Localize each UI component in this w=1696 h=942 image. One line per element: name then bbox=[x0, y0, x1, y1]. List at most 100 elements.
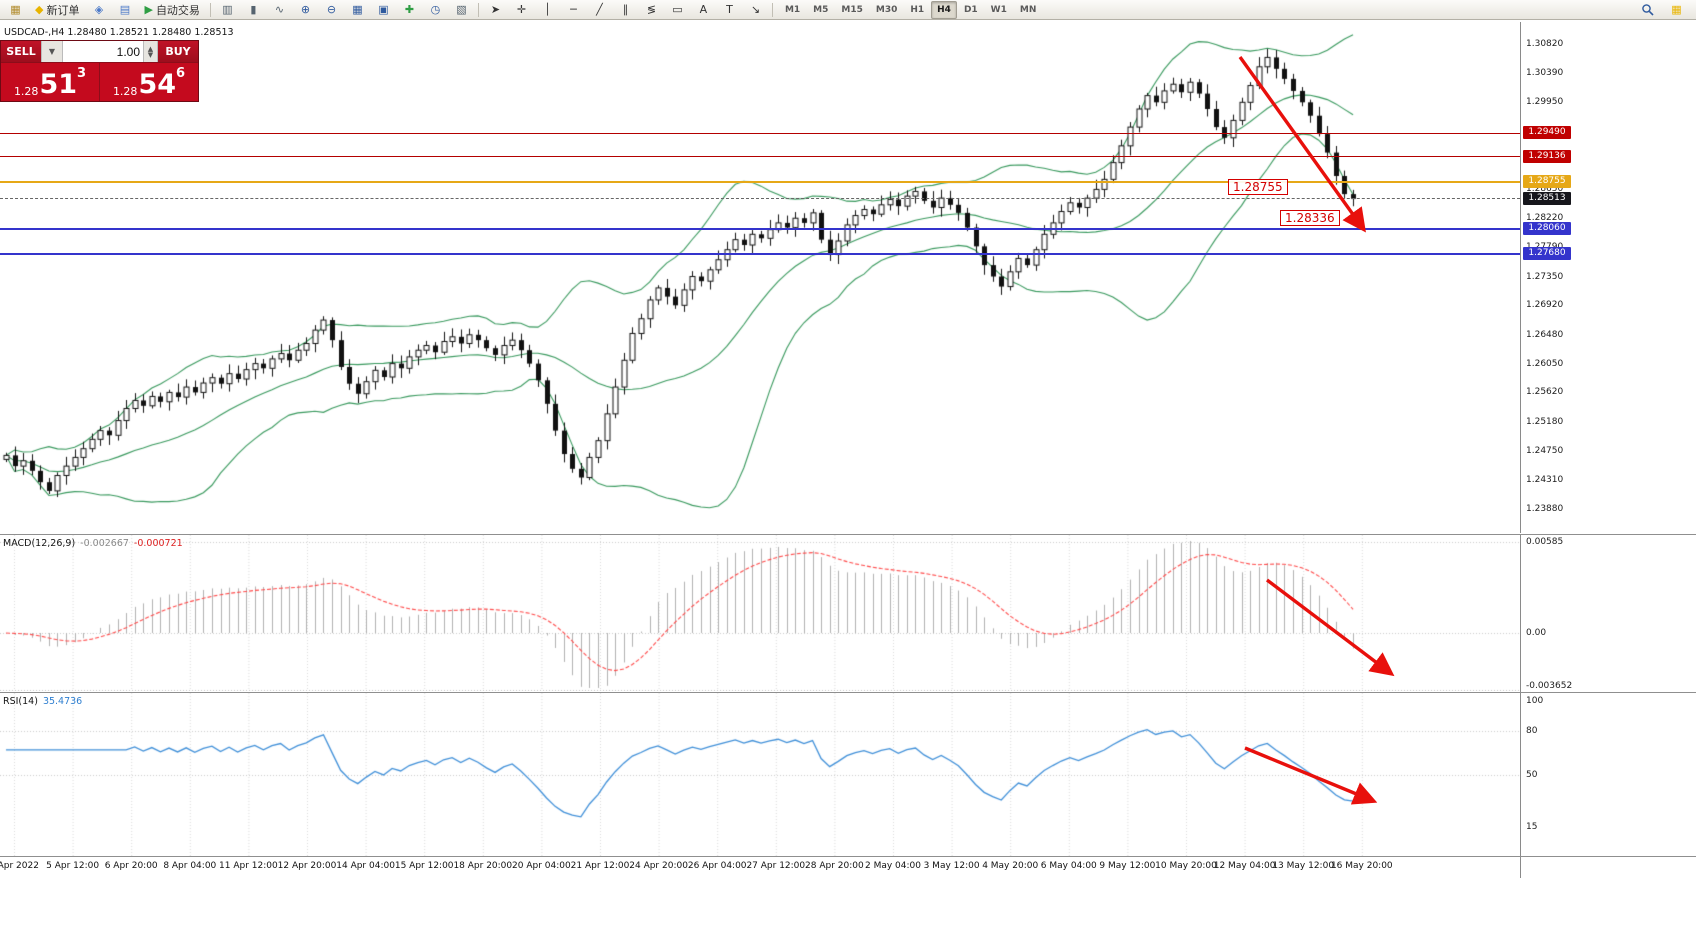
new-order-button[interactable]: ◆ 新订单 bbox=[29, 0, 85, 19]
search-button[interactable] bbox=[1635, 0, 1660, 19]
zoom-out-button[interactable]: ⊖ bbox=[319, 0, 344, 19]
price-scale-label: 1.26480 bbox=[1526, 329, 1564, 340]
candlestick-chart-button[interactable]: ▮ bbox=[241, 0, 266, 19]
templates-button[interactable]: ▧ bbox=[449, 0, 474, 19]
time-axis-label: 20 Apr 04:00 bbox=[512, 861, 571, 871]
toolbar-separator bbox=[209, 2, 211, 17]
price-scale-label: 1.27350 bbox=[1526, 271, 1564, 282]
trendline-button[interactable]: ╱ bbox=[587, 0, 612, 19]
sell-button[interactable]: SELL bbox=[1, 41, 41, 62]
candlestick-chart-icon: ▮ bbox=[250, 3, 257, 16]
horizontal-line-icon: ─ bbox=[570, 3, 577, 16]
timeframe-h1-button[interactable]: H1 bbox=[910, 4, 925, 15]
volume-stepper[interactable]: ▲ ▼ bbox=[143, 41, 158, 62]
timeframe-m5-button[interactable]: M5 bbox=[813, 4, 829, 15]
macd-scale-label: -0.003652 bbox=[1526, 681, 1573, 691]
chart-window-button[interactable]: ▦ bbox=[3, 0, 28, 19]
fibonacci-button[interactable]: ≶ bbox=[639, 0, 664, 19]
vertical-line-button[interactable]: │ bbox=[535, 0, 560, 19]
chart-window-icon: ▦ bbox=[10, 3, 21, 16]
time-axis[interactable]: 4 Apr 2022 5 Apr 12:00 6 Apr 20:00 8 Apr 04… bbox=[0, 856, 1696, 878]
price-level-badge: 1.28755 bbox=[1523, 175, 1571, 189]
price-level-badge: 1.29136 bbox=[1523, 149, 1571, 163]
time-axis-label: 28 Apr 20:00 bbox=[805, 861, 864, 871]
macd-scale-label: 0.00585 bbox=[1526, 537, 1564, 547]
bar-chart-button[interactable]: ▥ bbox=[215, 0, 240, 19]
price-scale-label: 1.28220 bbox=[1526, 213, 1564, 224]
time-axis-label: 4 May 20:00 bbox=[982, 861, 1039, 871]
buy-button[interactable]: BUY bbox=[158, 41, 198, 62]
timeframe-m15-button[interactable]: M15 bbox=[841, 4, 863, 15]
price-scale-label: 1.28650 bbox=[1526, 184, 1564, 195]
cursor-icon: ➤ bbox=[490, 3, 501, 16]
price-scale-label: 1.29950 bbox=[1526, 97, 1564, 108]
rsi-panel: RSI(14) 35.4736 100 80 50 15 bbox=[0, 692, 1696, 857]
cursor-button[interactable]: ➤ bbox=[483, 0, 508, 19]
crosshair-button[interactable]: ✛ bbox=[509, 0, 534, 19]
timeframe-mn-button[interactable]: MN bbox=[1019, 4, 1037, 15]
autotrading-button[interactable]: ▶ 自动交易 bbox=[138, 0, 205, 19]
vertical-line-icon: │ bbox=[544, 3, 551, 16]
price-scale[interactable]: 1.308201.303901.299501.295101.290801.286… bbox=[1520, 22, 1696, 533]
fibonacci-icon: ≶ bbox=[646, 3, 657, 16]
macd-canvas[interactable] bbox=[0, 535, 1520, 691]
time-axis-label: 3 May 12:00 bbox=[923, 861, 980, 871]
price-scale-label: 1.23880 bbox=[1526, 504, 1564, 514]
buy-price-tile[interactable]: 1.28 54 6 bbox=[100, 63, 198, 101]
text-button[interactable]: A bbox=[691, 0, 716, 19]
price-level-line bbox=[0, 132, 1520, 134]
rsi-title: RSI(14) bbox=[3, 696, 38, 707]
new-order-icon: ◆ bbox=[35, 3, 44, 16]
timeframe-w1-button[interactable]: W1 bbox=[990, 4, 1007, 15]
volume-input[interactable] bbox=[63, 41, 143, 62]
rsi-scale-label: 100 bbox=[1526, 696, 1544, 706]
timeframe-m30-button[interactable]: M30 bbox=[875, 4, 898, 15]
chart-profiles-button[interactable]: ◈ bbox=[86, 0, 111, 19]
period-cycles-icon: ◷ bbox=[430, 3, 441, 16]
main-chart-canvas[interactable] bbox=[0, 22, 1520, 533]
price-scale-label: 1.25620 bbox=[1526, 387, 1564, 398]
horizontal-line-button[interactable]: ─ bbox=[561, 0, 586, 19]
price-callout: 1.28755 bbox=[1228, 179, 1288, 195]
favorites-button[interactable]: ▦ bbox=[1664, 0, 1689, 19]
timeframe-h4-button[interactable]: H4 bbox=[931, 0, 957, 19]
toolbar-separator bbox=[477, 2, 479, 17]
rsi-canvas[interactable] bbox=[0, 693, 1520, 856]
navigator-button[interactable]: ▣ bbox=[371, 0, 396, 19]
rsi-scale[interactable]: 100 80 50 15 bbox=[1520, 693, 1696, 857]
line-chart-button[interactable]: ∿ bbox=[267, 0, 292, 19]
history-center-button[interactable]: ▤ bbox=[112, 0, 137, 19]
crosshair-icon: ✛ bbox=[516, 3, 527, 16]
channel-button[interactable]: ∥ bbox=[613, 0, 638, 19]
time-axis-label: 14 Apr 04:00 bbox=[336, 861, 395, 871]
arrow-tools-button[interactable]: ↘ bbox=[743, 0, 768, 19]
price-scale-label: 1.26050 bbox=[1526, 358, 1564, 369]
label-button[interactable]: T bbox=[717, 0, 742, 19]
volume-dropdown[interactable]: ▼ bbox=[41, 41, 63, 62]
time-axis-label: 6 May 04:00 bbox=[1040, 861, 1097, 871]
chart-profiles-icon: ◈ bbox=[94, 3, 104, 16]
time-axis-label: 18 Apr 20:00 bbox=[453, 861, 513, 871]
tile-windows-button[interactable]: ▦ bbox=[345, 0, 370, 19]
indicators-button[interactable]: ✚ bbox=[397, 0, 422, 19]
time-axis-label: 11 Apr 12:00 bbox=[219, 861, 278, 871]
zoom-in-button[interactable]: ⊕ bbox=[293, 0, 318, 19]
buy-price-pips: 54 bbox=[138, 69, 177, 100]
time-axis-label: 6 Apr 20:00 bbox=[104, 861, 158, 871]
channel-icon: ∥ bbox=[622, 3, 629, 16]
new-order-button-label: 新订单 bbox=[46, 3, 80, 17]
sell-price-tile[interactable]: 1.28 51 3 bbox=[1, 63, 99, 101]
timeframe-d1-button[interactable]: D1 bbox=[963, 4, 978, 15]
timeframe-m1-button[interactable]: M1 bbox=[784, 4, 801, 15]
period-cycles-button[interactable]: ◷ bbox=[423, 0, 448, 19]
price-callout: 1.28336 bbox=[1280, 210, 1340, 226]
time-axis-label: 4 Apr 2022 bbox=[0, 861, 39, 871]
rsi-value: 35.4736 bbox=[42, 696, 83, 707]
macd-scale[interactable]: 0.00585 0.00 -0.003652 bbox=[1520, 535, 1696, 692]
macd-readout: MACD(12,26,9) -0.002667 -0.000721 bbox=[3, 538, 183, 549]
price-level-line bbox=[0, 227, 1520, 230]
macd-scale-label: 0.00 bbox=[1526, 628, 1547, 638]
buy-price-base: 1.28 bbox=[112, 85, 138, 98]
shapes-button[interactable]: ▭ bbox=[665, 0, 690, 19]
